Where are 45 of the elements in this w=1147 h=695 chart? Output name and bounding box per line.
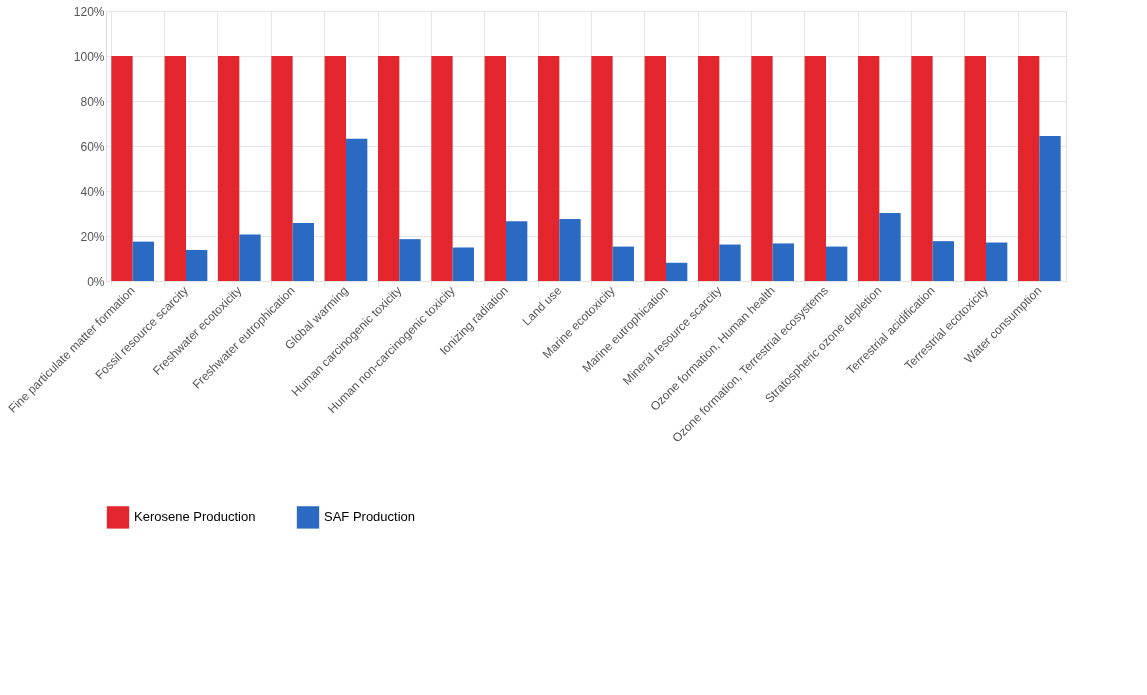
bar: [751, 56, 773, 281]
y-tick-label: 80%: [80, 94, 105, 109]
y-tick-label: 60%: [80, 139, 105, 154]
bar: [591, 56, 613, 281]
bar: [559, 218, 581, 281]
bar: [538, 56, 560, 281]
bar: [484, 56, 506, 281]
bar: [644, 56, 666, 281]
bar: [612, 246, 634, 281]
bar: [324, 56, 346, 281]
bar: [879, 213, 901, 281]
bar: [1039, 135, 1061, 281]
bar: [986, 242, 1008, 281]
y-tick-label: 120%: [73, 4, 105, 19]
legend-label: Kerosene Production: [134, 509, 256, 525]
bar: [666, 262, 688, 281]
bar: [111, 56, 133, 281]
bar: [698, 56, 720, 281]
bar: [911, 56, 933, 281]
bar: [239, 234, 261, 281]
bar: [271, 56, 293, 281]
bar: [964, 56, 986, 281]
y-tick-label: 0%: [87, 274, 105, 289]
bar: [186, 249, 208, 281]
y-tick-label: 20%: [80, 229, 105, 244]
bar: [772, 243, 794, 281]
bar: [719, 244, 741, 281]
bar: [292, 222, 314, 281]
bar: [132, 241, 154, 281]
bar: [1018, 56, 1040, 281]
bar: [452, 247, 474, 281]
bar: [218, 56, 240, 281]
bar: [804, 56, 826, 281]
bar: [378, 56, 400, 281]
bar: [858, 56, 880, 281]
bar: [346, 138, 368, 281]
bar: [431, 56, 453, 281]
legend-label: SAF Production: [324, 509, 416, 525]
bar: [399, 239, 421, 281]
y-tick-label: 100%: [73, 49, 105, 64]
bar: [932, 241, 954, 281]
bar: [164, 56, 186, 281]
bar: [506, 221, 528, 281]
y-tick-label: 40%: [80, 184, 105, 199]
bar: [826, 246, 848, 281]
